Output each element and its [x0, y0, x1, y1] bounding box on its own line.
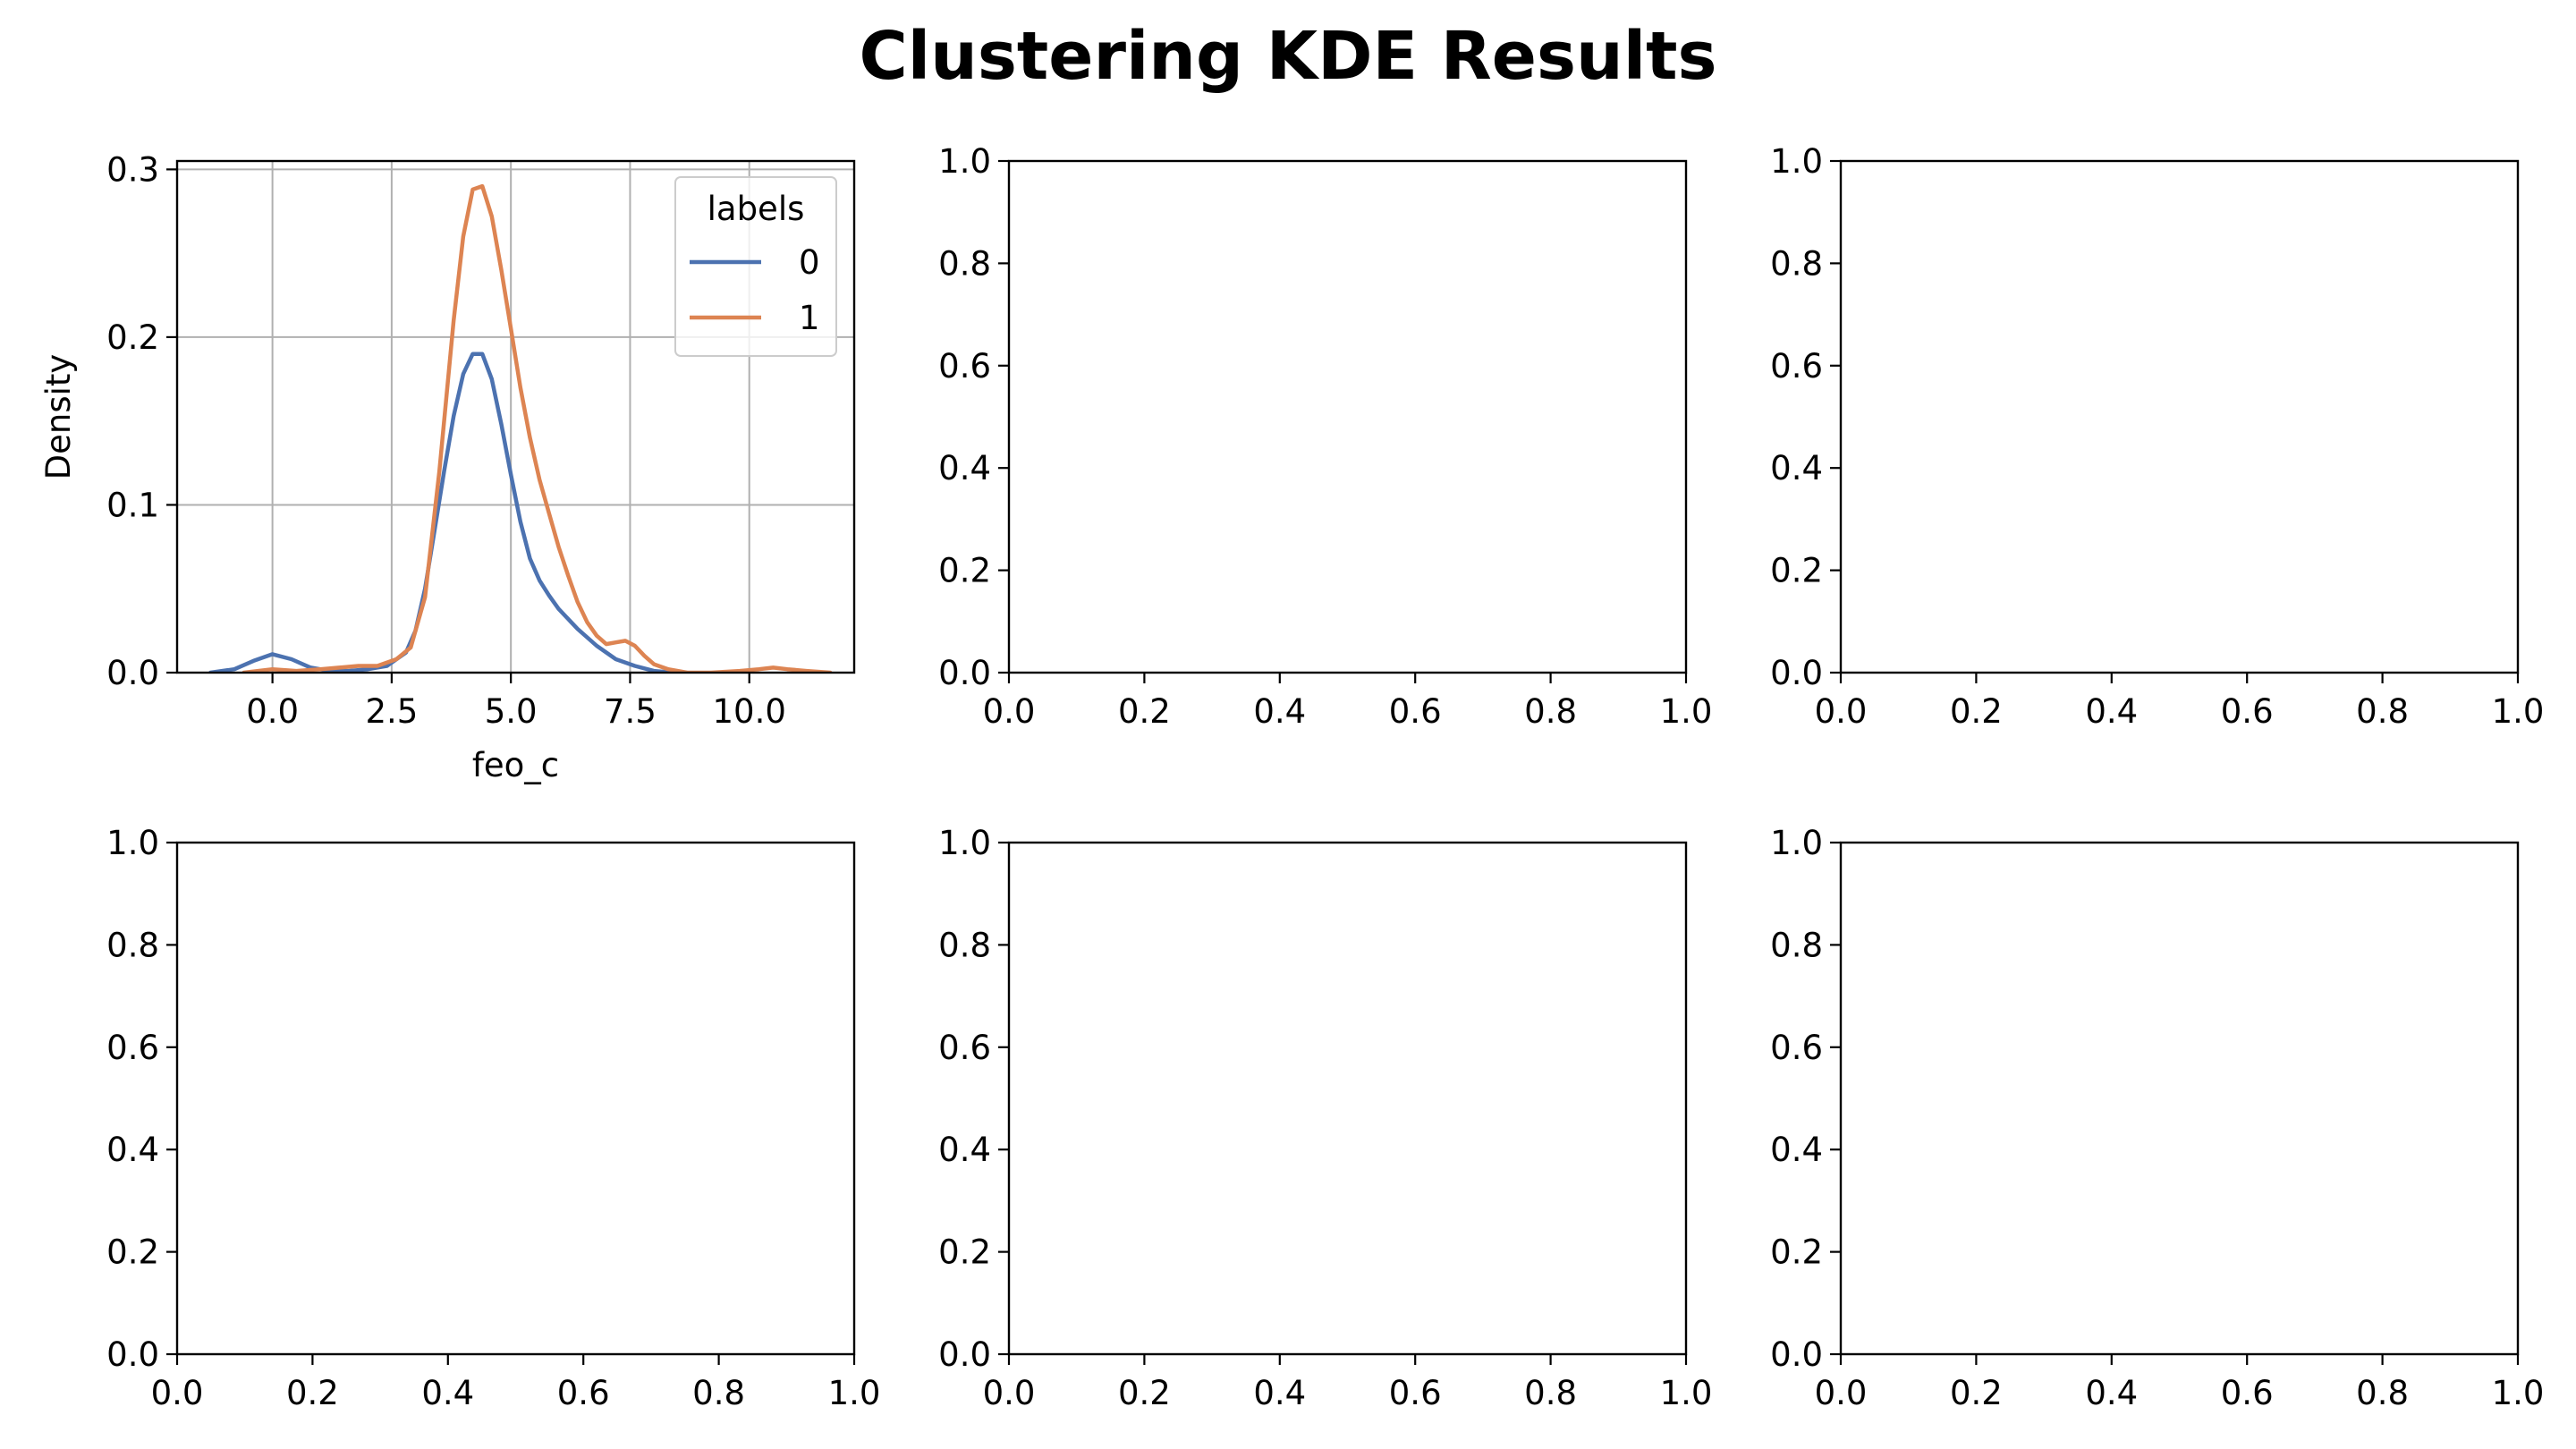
x-tick-label: 0.0 [983, 692, 1036, 731]
legend-frame [674, 176, 837, 357]
y-tick-label: 0.2 [106, 318, 159, 357]
legend-title: labels [708, 190, 805, 228]
legend-entry-1: 1 [799, 299, 820, 337]
x-tick-label: 0.0 [983, 1374, 1036, 1412]
x-tick-label: 1.0 [1660, 692, 1713, 731]
subplot-2: 0.0 0.2 0.4 0.6 0.8 1.0 0.0 0.2 0.4 0.6 0.8 1.0 [938, 142, 1712, 731]
y-tick-label: 0.0 [106, 1335, 159, 1374]
x-tick-label: 0.2 [286, 1374, 339, 1412]
y-tick-label: 1.0 [1770, 824, 1823, 862]
x-axis-label: feo_c [472, 746, 559, 784]
x-tick-label: 0.0 [246, 692, 299, 731]
subplot-3: 0.0 0.2 0.4 0.6 0.8 1.0 0.0 0.2 0.4 0.6 0.8 1.0 [1770, 142, 2544, 731]
axes-frame [1007, 841, 1688, 1356]
axes-frame [1839, 841, 2520, 1356]
y-tick-label: 0.2 [106, 1233, 159, 1272]
y-tick-label: 1.0 [106, 824, 159, 862]
subplot-6: 0.0 0.2 0.4 0.6 0.8 1.0 0.0 0.2 0.4 0.6 0.8 1.0 [1770, 824, 2544, 1412]
y-tick-label: 0.8 [106, 926, 159, 964]
x-tick-label: 1.0 [1660, 1374, 1713, 1412]
subplot-5: 0.0 0.2 0.4 0.6 0.8 1.0 0.0 0.2 0.4 0.6 0.8 1.0 [938, 824, 1712, 1412]
x-tick-label: 0.4 [2085, 692, 2138, 731]
x-tick-label: 2.5 [365, 692, 418, 731]
x-tick-label: 0.8 [692, 1374, 745, 1412]
x-tick-label: 0.6 [2221, 692, 2274, 731]
y-tick-label: 0.6 [938, 347, 991, 386]
x-tick-label: 0.4 [1253, 692, 1306, 731]
subplot-4: 0.0 0.2 0.4 0.6 0.8 1.0 0.0 0.2 0.4 0.6 0.8 1.0 [106, 824, 880, 1412]
x-tick-label: 0.4 [2085, 1374, 2138, 1412]
x-tick-label: 0.8 [2356, 692, 2409, 731]
y-tick-label: 0.1 [106, 486, 159, 524]
x-tick-label: 1.0 [2492, 1374, 2545, 1412]
y-tick-label: 0.2 [938, 1233, 991, 1272]
axes-frame [175, 841, 856, 1356]
series-line-1 [242, 183, 833, 673]
x-tick-label: 5.0 [485, 692, 538, 731]
y-tick-label: 0.0 [1770, 1335, 1823, 1374]
x-tick-label: 0.2 [1118, 692, 1171, 731]
y-tick-label: 0.3 [106, 150, 159, 189]
x-tick-label: 1.0 [828, 1374, 881, 1412]
x-tick-label: 0.2 [1118, 1374, 1171, 1412]
x-tick-label: 0.4 [421, 1374, 474, 1412]
x-tick-label: 0.8 [2356, 1374, 2409, 1412]
x-tick-label: 0.4 [1253, 1374, 1306, 1412]
subplot-grid: 0.0 2.5 5.0 7.5 10.00.00.10.20.3feo_cDensity… [39, 142, 2544, 1412]
y-tick-label: 0.2 [938, 552, 991, 590]
y-axis-label: Density [39, 354, 78, 480]
legend-entry-0: 0 [799, 243, 820, 282]
axes-frame [1839, 159, 2520, 674]
x-tick-label: 7.5 [604, 692, 657, 731]
figure-title: Clustering KDE Results [859, 18, 1716, 95]
x-tick-label: 0.2 [1950, 1374, 2003, 1412]
x-tick-label: 0.6 [2221, 1374, 2274, 1412]
y-tick-label: 0.6 [106, 1029, 159, 1067]
y-tick-label: 0.6 [938, 1029, 991, 1067]
x-tick-label: 10.0 [713, 692, 786, 731]
axes-frame [175, 159, 856, 674]
y-tick-label: 0.4 [1770, 1131, 1823, 1169]
y-tick-label: 0.0 [938, 1335, 991, 1374]
y-tick-label: 1.0 [1770, 142, 1823, 181]
y-tick-label: 0.2 [1770, 552, 1823, 590]
y-tick-label: 0.0 [1770, 654, 1823, 692]
y-tick-label: 0.0 [938, 654, 991, 692]
y-tick-label: 0.8 [1770, 244, 1823, 283]
axes-frame [1007, 159, 1688, 674]
y-tick-label: 0.2 [1770, 1233, 1823, 1272]
x-tick-label: 0.2 [1950, 692, 2003, 731]
y-tick-label: 0.4 [1770, 449, 1823, 487]
subplot-1: 0.0 2.5 5.0 7.5 10.0 0.0 0.1 0.2 0.3 feo_c Density… [39, 150, 856, 784]
y-tick-label: 0.6 [1770, 1029, 1823, 1067]
y-tick-label: 1.0 [938, 142, 991, 181]
x-tick-label: 0.6 [1389, 692, 1442, 731]
y-tick-label: 0.4 [938, 1131, 991, 1169]
x-tick-label: 0.8 [1524, 1374, 1577, 1412]
legend: labels 0 1 [674, 176, 837, 357]
x-tick-label: 0.6 [557, 1374, 610, 1412]
y-tick-label: 0.0 [106, 654, 159, 692]
x-tick-label: 0.8 [1524, 692, 1577, 731]
x-tick-label: 0.0 [151, 1374, 204, 1412]
y-tick-label: 1.0 [938, 824, 991, 862]
series-line-0 [208, 352, 675, 673]
y-tick-label: 0.6 [1770, 347, 1823, 386]
x-tick-label: 0.6 [1389, 1374, 1442, 1412]
y-tick-label: 0.4 [106, 1131, 159, 1169]
y-tick-label: 0.4 [938, 449, 991, 487]
x-tick-label: 0.0 [1815, 692, 1868, 731]
y-tick-label: 0.8 [938, 244, 991, 283]
y-tick-label: 0.8 [1770, 926, 1823, 964]
x-tick-label: 0.0 [1815, 1374, 1868, 1412]
x-tick-label: 1.0 [2492, 692, 2545, 731]
y-tick-label: 0.8 [938, 926, 991, 964]
